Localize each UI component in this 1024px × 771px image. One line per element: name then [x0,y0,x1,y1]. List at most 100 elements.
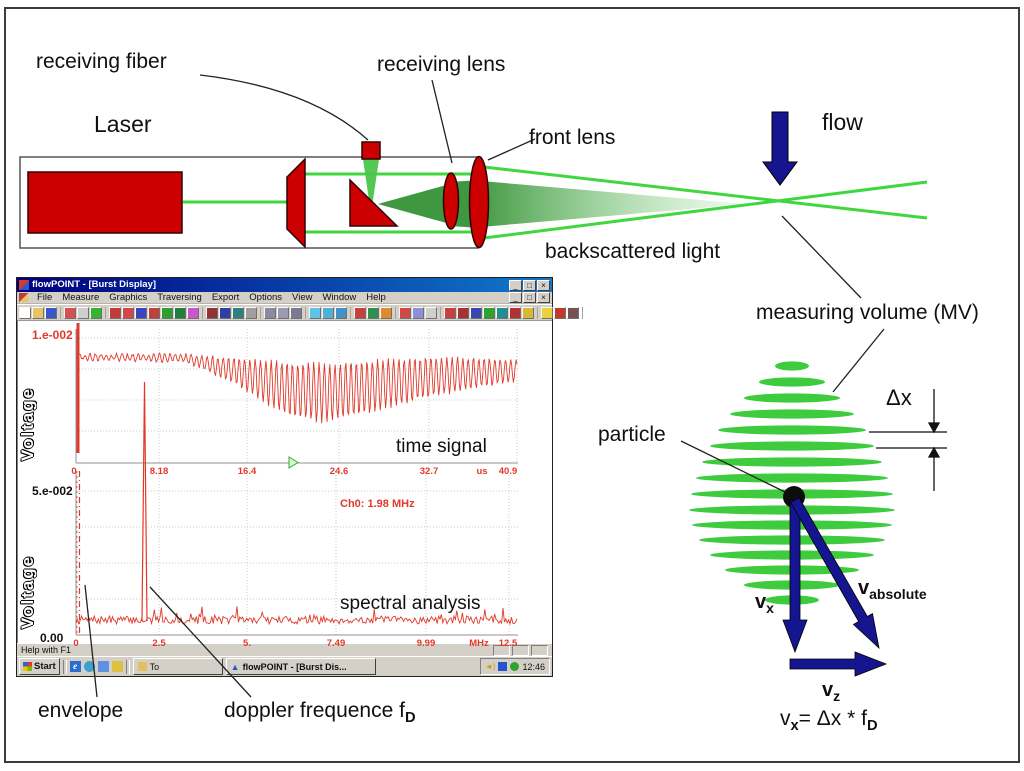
toolbar-icon[interactable] [444,306,456,319]
start-button[interactable]: Start [19,658,60,675]
x-tick: 2.5 [152,638,166,649]
time-signal-trace [75,351,518,424]
label-flow: flow [822,109,863,135]
child-restore-button[interactable]: □ [523,292,536,303]
toolbar-icon[interactable] [554,306,566,319]
toolbar-icon[interactable] [64,306,76,319]
toolbar-icon[interactable] [483,306,495,319]
toolbar-group [64,306,106,319]
plot-area: 1.e-002 5.e-002 0.00 Voltage Voltage 0 8… [17,321,552,649]
system-tray: ◄) 12:46 [479,658,550,675]
close-button[interactable]: × [537,279,550,291]
toolbar-icon[interactable] [309,306,321,319]
menu-measure[interactable]: Measure [62,292,100,303]
x-tick: 12.5 [498,638,518,649]
plots-canvas [75,323,518,636]
toolbar-icon[interactable] [335,306,347,319]
x-tick: 9.99 [416,638,436,649]
display-settings-icon[interactable] [510,662,520,671]
toolbar-group [264,306,306,319]
toolbar-icon[interactable] [161,306,173,319]
menu-window[interactable]: Window [322,292,357,303]
spectrum-ylabel: Voltage [18,554,37,629]
toolbar-icon[interactable] [541,306,553,319]
toolbar-icon[interactable] [45,306,57,319]
taskbar-divider [62,659,67,674]
toolbar-icon[interactable] [509,306,521,319]
menu-options[interactable]: Options [249,292,283,303]
time-plot-ylabel: Voltage [18,386,37,461]
toolbar-group [109,306,203,319]
toolbar-icon[interactable] [122,306,134,319]
channels-icon[interactable] [111,661,123,672]
child-minimize-button[interactable]: _ [509,292,522,303]
menu-graphics[interactable]: Graphics [109,292,148,303]
toolbar-icon[interactable] [264,306,276,319]
toolbar-icon[interactable] [380,306,392,319]
menu-help[interactable]: Help [366,292,386,303]
toolbar-icon[interactable] [412,306,424,319]
toolbar-icon[interactable] [135,306,147,319]
clock: 12:46 [522,661,545,672]
windows-taskbar: Start e To ▲ flowPOINT - [Burst Dis... ◄… [17,656,552,676]
task-button-flowpoint[interactable]: ▲ flowPOINT - [Burst Dis... [225,658,376,675]
toolbar-icon[interactable] [187,306,199,319]
toolbar-group [541,306,583,319]
toolbar-icon[interactable] [90,306,102,319]
menu-export[interactable]: Export [211,292,240,303]
toolbar-icon[interactable] [245,306,257,319]
toolbar-group [19,306,61,319]
toolbar-icon[interactable] [277,306,289,319]
menu-view[interactable]: View [292,292,313,303]
toolbar-icon[interactable] [290,306,302,319]
task-button-1[interactable]: To [132,658,223,675]
toolbar-icon[interactable] [354,306,366,319]
x-tick: 32.7 [419,466,439,477]
toolbar-icon[interactable] [232,306,244,319]
toolbar-icon[interactable] [522,306,534,319]
toolbar-icon[interactable] [425,306,437,319]
spectrum-ymin: 0.00 [40,631,64,645]
toolbar-icon[interactable] [367,306,379,319]
label-formula: vx= Δx * fD [780,707,878,735]
outlook-icon[interactable] [83,661,95,672]
toolbar-icon[interactable] [77,306,89,319]
doppler-peak-spike [141,381,148,622]
toolbar-icon[interactable] [32,306,44,319]
toolbar-icon[interactable] [470,306,482,319]
taskbar-divider [125,659,130,674]
volume-icon[interactable]: ◄) [484,662,496,671]
mdi-child-icon[interactable] [19,293,28,302]
restore-button[interactable]: □ [523,279,536,291]
toolbar-group [309,306,351,319]
minimize-button[interactable]: _ [509,279,522,291]
toolbar-icon[interactable] [219,306,231,319]
toolbar-icon[interactable] [206,306,218,319]
time-plot-grid [76,329,518,463]
status-cell [493,644,510,656]
label-vabsolute: vabsolute [858,577,927,602]
toolbar-icon[interactable] [567,306,579,319]
label-measuring-volume: measuring volume (MV) [756,301,979,324]
label-vx: vx [755,591,774,616]
axis-marker-icon[interactable] [288,456,299,469]
menu-file[interactable]: File [37,292,53,303]
menu-traversing[interactable]: Traversing [157,292,202,303]
windows-logo-icon [23,662,32,671]
toolbar-icon[interactable] [457,306,469,319]
toolbar-icon[interactable] [322,306,334,319]
toolbar-icon[interactable] [148,306,160,319]
toolbar-icon[interactable] [496,306,508,319]
internet-explorer-icon[interactable]: e [69,661,81,672]
child-close-button[interactable]: × [537,292,550,303]
title-bar[interactable]: flowPOINT - [Burst Display] _ □ × [17,278,552,292]
label-particle: particle [598,423,666,446]
status-cell [531,644,548,656]
language-indicator-icon[interactable] [498,662,508,671]
toolbar-icon[interactable] [19,306,31,319]
x-tick: 0 [71,466,77,477]
toolbar-icon[interactable] [109,306,121,319]
toolbar-icon[interactable] [399,306,411,319]
toolbar-icon[interactable] [174,306,186,319]
show-desktop-icon[interactable] [97,661,109,672]
